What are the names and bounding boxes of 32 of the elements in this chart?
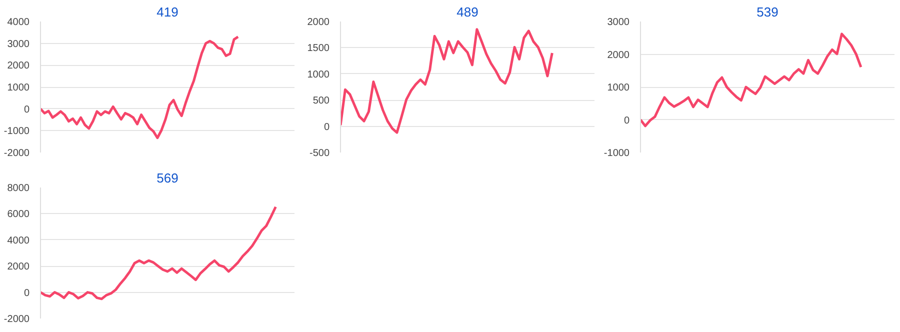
y-tick-label: 0 <box>624 115 630 126</box>
line-series <box>40 206 277 300</box>
chart-title: 539 <box>756 4 778 20</box>
y-tick-label: -500 <box>309 148 330 159</box>
y-tick-label: 3000 <box>7 38 30 50</box>
line-series <box>640 32 862 128</box>
y-tick-label: -1000 <box>4 126 30 138</box>
chart-title: 569 <box>156 170 178 186</box>
line-series <box>340 28 554 134</box>
y-tick-label: 2000 <box>7 60 30 72</box>
y-tick-label: 1000 <box>307 69 330 80</box>
y-tick-label: 0 <box>324 122 330 133</box>
y-tick-label: 1000 <box>7 82 30 94</box>
y-tick-label: -2000 <box>4 148 30 159</box>
y-tick-label: 1500 <box>307 43 330 54</box>
y-tick-label: 4000 <box>7 17 30 28</box>
y-tick-label: 2000 <box>7 262 30 273</box>
y-tick-label: 6000 <box>7 209 30 220</box>
chart-title: 419 <box>156 4 178 20</box>
y-tick-label: 8000 <box>7 183 30 194</box>
chart-title: 489 <box>456 4 478 20</box>
y-tick-label: -1000 <box>604 148 630 159</box>
y-tick-label: 0 <box>24 104 30 116</box>
y-tick-label: 4000 <box>7 235 30 246</box>
y-tick-label: 2000 <box>307 17 330 28</box>
y-tick-label: 1000 <box>607 82 630 94</box>
line-series <box>40 36 240 140</box>
y-tick-label: 2000 <box>607 50 630 61</box>
y-tick-label: 3000 <box>607 17 630 28</box>
y-tick-label: -2000 <box>4 314 30 325</box>
y-tick-label: 500 <box>312 96 330 107</box>
y-tick-label: 0 <box>24 288 30 299</box>
